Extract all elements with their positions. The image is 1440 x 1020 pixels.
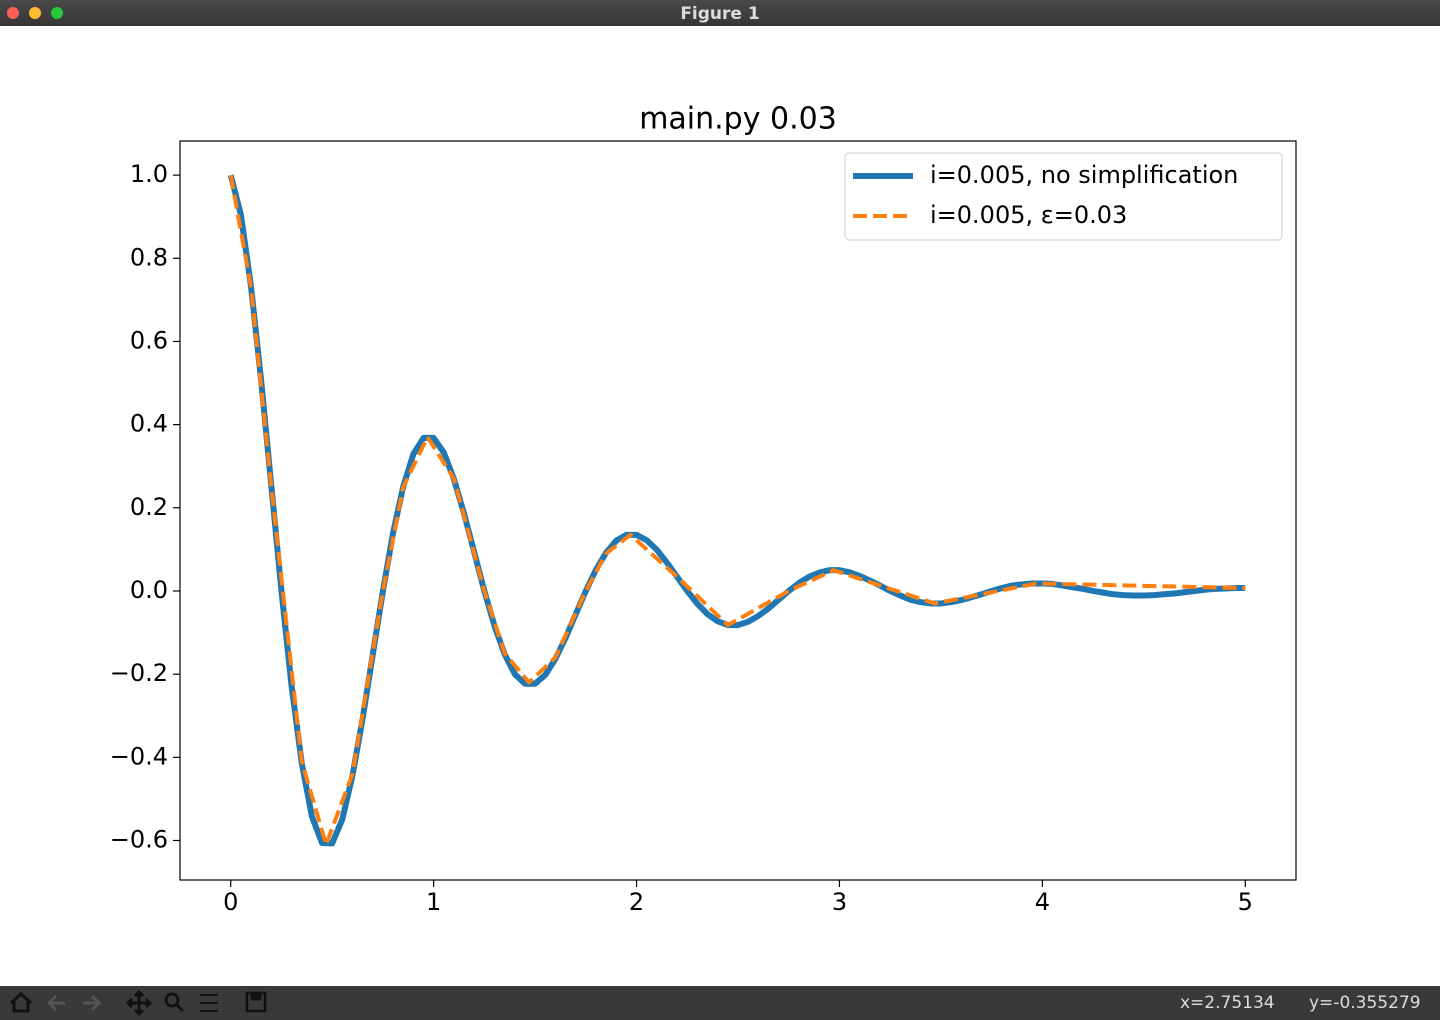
y-tick-label: 0.0 [130, 576, 168, 604]
title-bar [0, 0, 1440, 26]
toolbar-icons [9, 989, 267, 1017]
save-button[interactable] [245, 991, 267, 1013]
minimize-button[interactable] [29, 7, 41, 19]
zoom-tool-button[interactable] [164, 992, 180, 1008]
legend-box [844, 152, 1283, 241]
legend-label: i=0.005, no simplification [930, 161, 1238, 189]
y-tick-label: −0.4 [110, 742, 168, 770]
back-button[interactable] [46, 994, 65, 1012]
legend-label: i=0.005, ε=0.03 [930, 201, 1127, 229]
zoom-handle [174, 1002, 185, 1013]
x-tick-label: 4 [1035, 888, 1050, 916]
status-x: x=2.75134 [1180, 993, 1275, 1013]
axes-frame [179, 140, 1297, 881]
chart-title: main.py 0.03 [639, 102, 837, 137]
x-tick-label: 5 [1238, 888, 1253, 916]
y-tick-label: 1.0 [130, 160, 168, 188]
y-tick-label: 0.6 [130, 326, 168, 354]
zoom-button[interactable] [51, 7, 63, 19]
y-tick-label: −0.2 [110, 659, 168, 687]
save-icon-part [250, 993, 262, 1001]
plot: −0.6 −0.4 −0.2 0.0 0.2 0.4 0.6 0.8 1.0 0 1 2 3 4 5 [110, 160, 1253, 916]
x-tick-label: 3 [832, 888, 847, 916]
x-tick-label: 0 [223, 888, 238, 916]
x-tick-label: 2 [629, 888, 644, 916]
legend: i=0.005, no simplification i=0.005, ε=0.0… [844, 152, 1283, 241]
toolbar [0, 986, 1440, 1020]
y-tick-label: 0.2 [130, 493, 168, 521]
home-button[interactable] [9, 991, 33, 1013]
forward-button[interactable] [83, 994, 102, 1012]
y-tick-label: 0.8 [130, 243, 168, 271]
x-tick-label: 1 [426, 888, 441, 916]
series-line [228, 174, 1246, 847]
window-title: Figure 1 [680, 4, 759, 24]
configure-button[interactable] [200, 994, 218, 1012]
y-tick-label: −0.6 [110, 825, 168, 853]
close-button[interactable] [7, 7, 19, 19]
y-tick-label: 0.4 [130, 410, 168, 438]
pan-button[interactable] [125, 989, 153, 1017]
series-line [227, 174, 1246, 847]
status-y: y=-0.355279 [1309, 993, 1421, 1013]
